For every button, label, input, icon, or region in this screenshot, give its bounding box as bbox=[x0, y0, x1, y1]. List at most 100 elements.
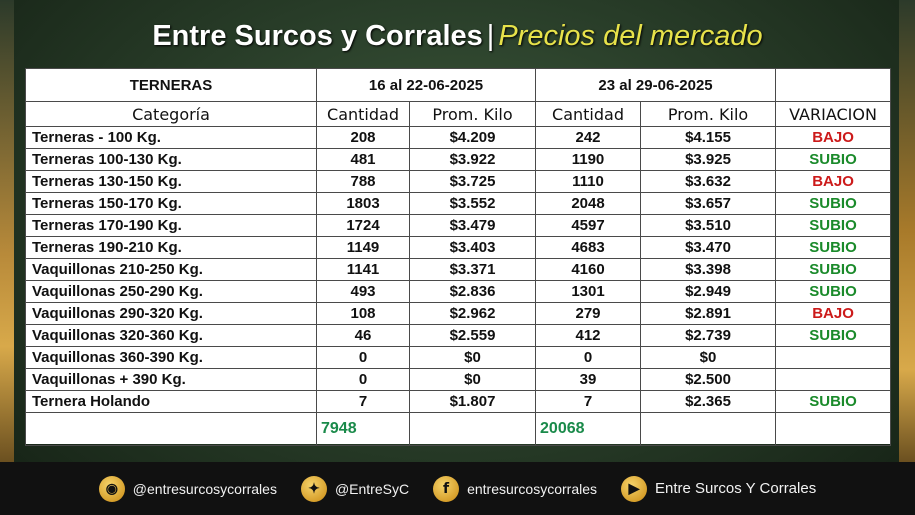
row-cantidad-2: 279 bbox=[535, 302, 642, 325]
row-cantidad-1: 7 bbox=[316, 390, 410, 413]
row-category: Vaquillonas 210-250 Kg. bbox=[25, 258, 317, 281]
header-empty bbox=[775, 68, 892, 102]
row-cantidad-2: 4597 bbox=[535, 214, 642, 237]
social-youtube[interactable]: ▶ Entre Surcos Y Corrales bbox=[621, 475, 817, 502]
row-prom-1: $3.371 bbox=[408, 258, 537, 281]
col-header-cantidad-2: Cantidad bbox=[535, 101, 642, 127]
table-row: Terneras - 100 Kg. 208 $4.209 242 $4.155 BAJO bbox=[25, 126, 892, 149]
table-row: Vaquillonas 210-250 Kg. 1141 $3.371 4160 $3.… bbox=[25, 258, 892, 281]
row-cantidad-1: 788 bbox=[316, 170, 410, 193]
totals-empty-1 bbox=[25, 412, 317, 446]
row-cantidad-2: 2048 bbox=[535, 192, 642, 215]
row-prom-2: $2.739 bbox=[640, 324, 777, 347]
table-row: Terneras 100-130 Kg. 481 $3.922 1190 $3.925 S… bbox=[25, 148, 892, 171]
table-row: Terneras 170-190 Kg. 1724 $3.479 4597 $3.510… bbox=[25, 214, 892, 237]
row-category: Vaquillonas 250-290 Kg. bbox=[25, 280, 317, 303]
row-prom-2: $3.510 bbox=[640, 214, 777, 237]
row-prom-1: $1.807 bbox=[408, 390, 537, 413]
row-variacion: SUBIO bbox=[775, 258, 892, 281]
row-cantidad-2: 0 bbox=[535, 346, 642, 369]
row-prom-1: $3.922 bbox=[408, 148, 537, 171]
row-category: Terneras 150-170 Kg. bbox=[25, 192, 317, 215]
row-prom-2: $3.657 bbox=[640, 192, 777, 215]
title-subtitle: Precios del mercado bbox=[498, 20, 763, 52]
row-cantidad-2: 412 bbox=[535, 324, 642, 347]
row-prom-2: $3.925 bbox=[640, 148, 777, 171]
table-row: Terneras 150-170 Kg. 1803 $3.552 2048 $3.657… bbox=[25, 192, 892, 215]
social-twitter[interactable]: ✦ @EntreSyC bbox=[300, 475, 410, 502]
col-header-prom-1: Prom. Kilo bbox=[408, 101, 537, 127]
table-row: Vaquillonas 320-360 Kg. 46 $2.559 412 $2.739… bbox=[25, 324, 892, 347]
totals-empty-4 bbox=[775, 412, 892, 446]
row-prom-1: $2.836 bbox=[408, 280, 537, 303]
facebook-icon: f bbox=[433, 475, 460, 502]
row-cantidad-2: 7 bbox=[535, 390, 642, 413]
row-cantidad-1: 1141 bbox=[316, 258, 410, 281]
row-cantidad-1: 46 bbox=[316, 324, 410, 347]
total-cantidad-2: 20068 bbox=[535, 412, 642, 446]
totals-empty-2 bbox=[408, 412, 537, 446]
row-prom-1: $3.725 bbox=[408, 170, 537, 193]
row-category: Vaquillonas 290-320 Kg. bbox=[25, 302, 317, 325]
table-row: Ternera Holando 7 $1.807 7 $2.365 SUBIO bbox=[25, 390, 892, 413]
gold-border-right bbox=[899, 0, 915, 462]
col-header-categoria: Categoría bbox=[25, 101, 317, 127]
social-facebook[interactable]: f entresurcosycorrales bbox=[433, 475, 598, 502]
row-cantidad-1: 1724 bbox=[316, 214, 410, 237]
header-period-1: 16 al 22-06-2025 bbox=[315, 68, 537, 102]
row-variacion: SUBIO bbox=[775, 390, 892, 413]
row-prom-1: $0 bbox=[408, 346, 537, 369]
row-prom-1: $0 bbox=[408, 368, 537, 391]
row-prom-2: $0 bbox=[640, 346, 777, 369]
row-cantidad-2: 1301 bbox=[535, 280, 642, 303]
row-category: Terneras 170-190 Kg. bbox=[25, 214, 317, 237]
row-cantidad-1: 481 bbox=[316, 148, 410, 171]
row-cantidad-2: 1110 bbox=[535, 170, 642, 193]
facebook-handle: entresurcosycorrales bbox=[467, 480, 598, 497]
row-variacion bbox=[775, 346, 892, 369]
row-prom-1: $3.403 bbox=[408, 236, 537, 259]
row-cantidad-2: 4683 bbox=[535, 236, 642, 259]
table-row: Vaquillonas 250-290 Kg. 493 $2.836 1301 $2.9… bbox=[25, 280, 892, 303]
row-prom-1: $2.559 bbox=[408, 324, 537, 347]
col-header-prom-2: Prom. Kilo bbox=[640, 101, 777, 127]
twitter-handle: @EntreSyC bbox=[334, 480, 410, 497]
row-cantidad-1: 1149 bbox=[316, 236, 410, 259]
youtube-icon: ▶ bbox=[621, 475, 648, 502]
totals-row: 7948 20068 bbox=[25, 412, 892, 446]
row-prom-1: $2.962 bbox=[408, 302, 537, 325]
col-header-cantidad-1: Cantidad bbox=[316, 101, 410, 127]
header-terneras: TERNERAS bbox=[25, 68, 317, 102]
row-category: Terneras - 100 Kg. bbox=[25, 126, 317, 149]
header-row-columns: Categoría Cantidad Prom. Kilo Cantidad P… bbox=[25, 101, 892, 127]
row-cantidad-2: 242 bbox=[535, 126, 642, 149]
social-footer: ◉ @entresurcosycorrales ✦ @EntreSyC f en… bbox=[0, 462, 915, 515]
totals-empty-3 bbox=[640, 412, 777, 446]
row-variacion: SUBIO bbox=[775, 148, 892, 171]
row-category: Terneras 190-210 Kg. bbox=[25, 236, 317, 259]
instagram-icon: ◉ bbox=[98, 475, 125, 502]
table-row: Vaquillonas 360-390 Kg. 0 $0 0 $0 bbox=[25, 346, 892, 369]
row-prom-2: $2.365 bbox=[640, 390, 777, 413]
title-separator: | bbox=[486, 20, 495, 52]
row-prom-2: $2.949 bbox=[640, 280, 777, 303]
row-prom-2: $3.632 bbox=[640, 170, 777, 193]
row-variacion: SUBIO bbox=[775, 214, 892, 237]
row-variacion: SUBIO bbox=[775, 236, 892, 259]
row-variacion: SUBIO bbox=[775, 192, 892, 215]
row-variacion: BAJO bbox=[775, 170, 892, 193]
row-category: Terneras 100-130 Kg. bbox=[25, 148, 317, 171]
row-cantidad-1: 0 bbox=[316, 368, 410, 391]
row-prom-1: $3.479 bbox=[408, 214, 537, 237]
youtube-channel: Entre Surcos Y Corrales bbox=[655, 480, 817, 497]
table-row: Terneras 190-210 Kg. 1149 $3.403 4683 $3.470… bbox=[25, 236, 892, 259]
row-category: Vaquillonas 320-360 Kg. bbox=[25, 324, 317, 347]
header-row-periods: TERNERAS 16 al 22-06-2025 23 al 29-06-20… bbox=[25, 68, 892, 102]
row-cantidad-1: 0 bbox=[316, 346, 410, 369]
row-prom-2: $4.155 bbox=[640, 126, 777, 149]
title-main: Entre Surcos y Corrales bbox=[152, 20, 483, 52]
row-prom-2: $2.500 bbox=[640, 368, 777, 391]
row-cantidad-1: 108 bbox=[316, 302, 410, 325]
row-variacion: SUBIO bbox=[775, 324, 892, 347]
social-instagram[interactable]: ◉ @entresurcosycorrales bbox=[98, 475, 277, 502]
